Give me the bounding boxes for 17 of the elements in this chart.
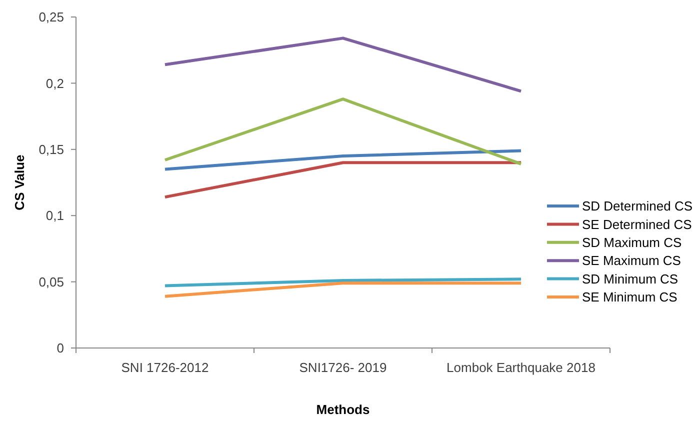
legend-label: SD Determined CS: [582, 198, 693, 214]
y-tick-label: 0,15: [38, 142, 64, 157]
legend-label: SD Maximum CS: [582, 234, 682, 250]
legend-label: SE Determined CS: [582, 216, 692, 232]
y-axis-title: CS Value: [12, 154, 27, 210]
legend-label: SD Minimum CS: [582, 271, 678, 286]
y-tick-label: 0,1: [46, 208, 64, 224]
x-tick-label: SNI1726- 2019: [299, 360, 387, 375]
legend-label: SE Maximum CS: [582, 253, 682, 268]
legend-label: SE Minimum CS: [582, 290, 678, 305]
x-tick-label: SNI 1726-2012: [121, 360, 209, 375]
y-tick-label: 0,25: [38, 10, 64, 25]
y-tick-label: 0,05: [38, 274, 64, 290]
x-tick-label: Lombok Earthquake 2018: [446, 360, 596, 375]
y-tick-label: 0: [56, 340, 64, 356]
y-tick-label: 0,2: [46, 76, 64, 91]
x-axis-title: Methods: [316, 402, 370, 417]
